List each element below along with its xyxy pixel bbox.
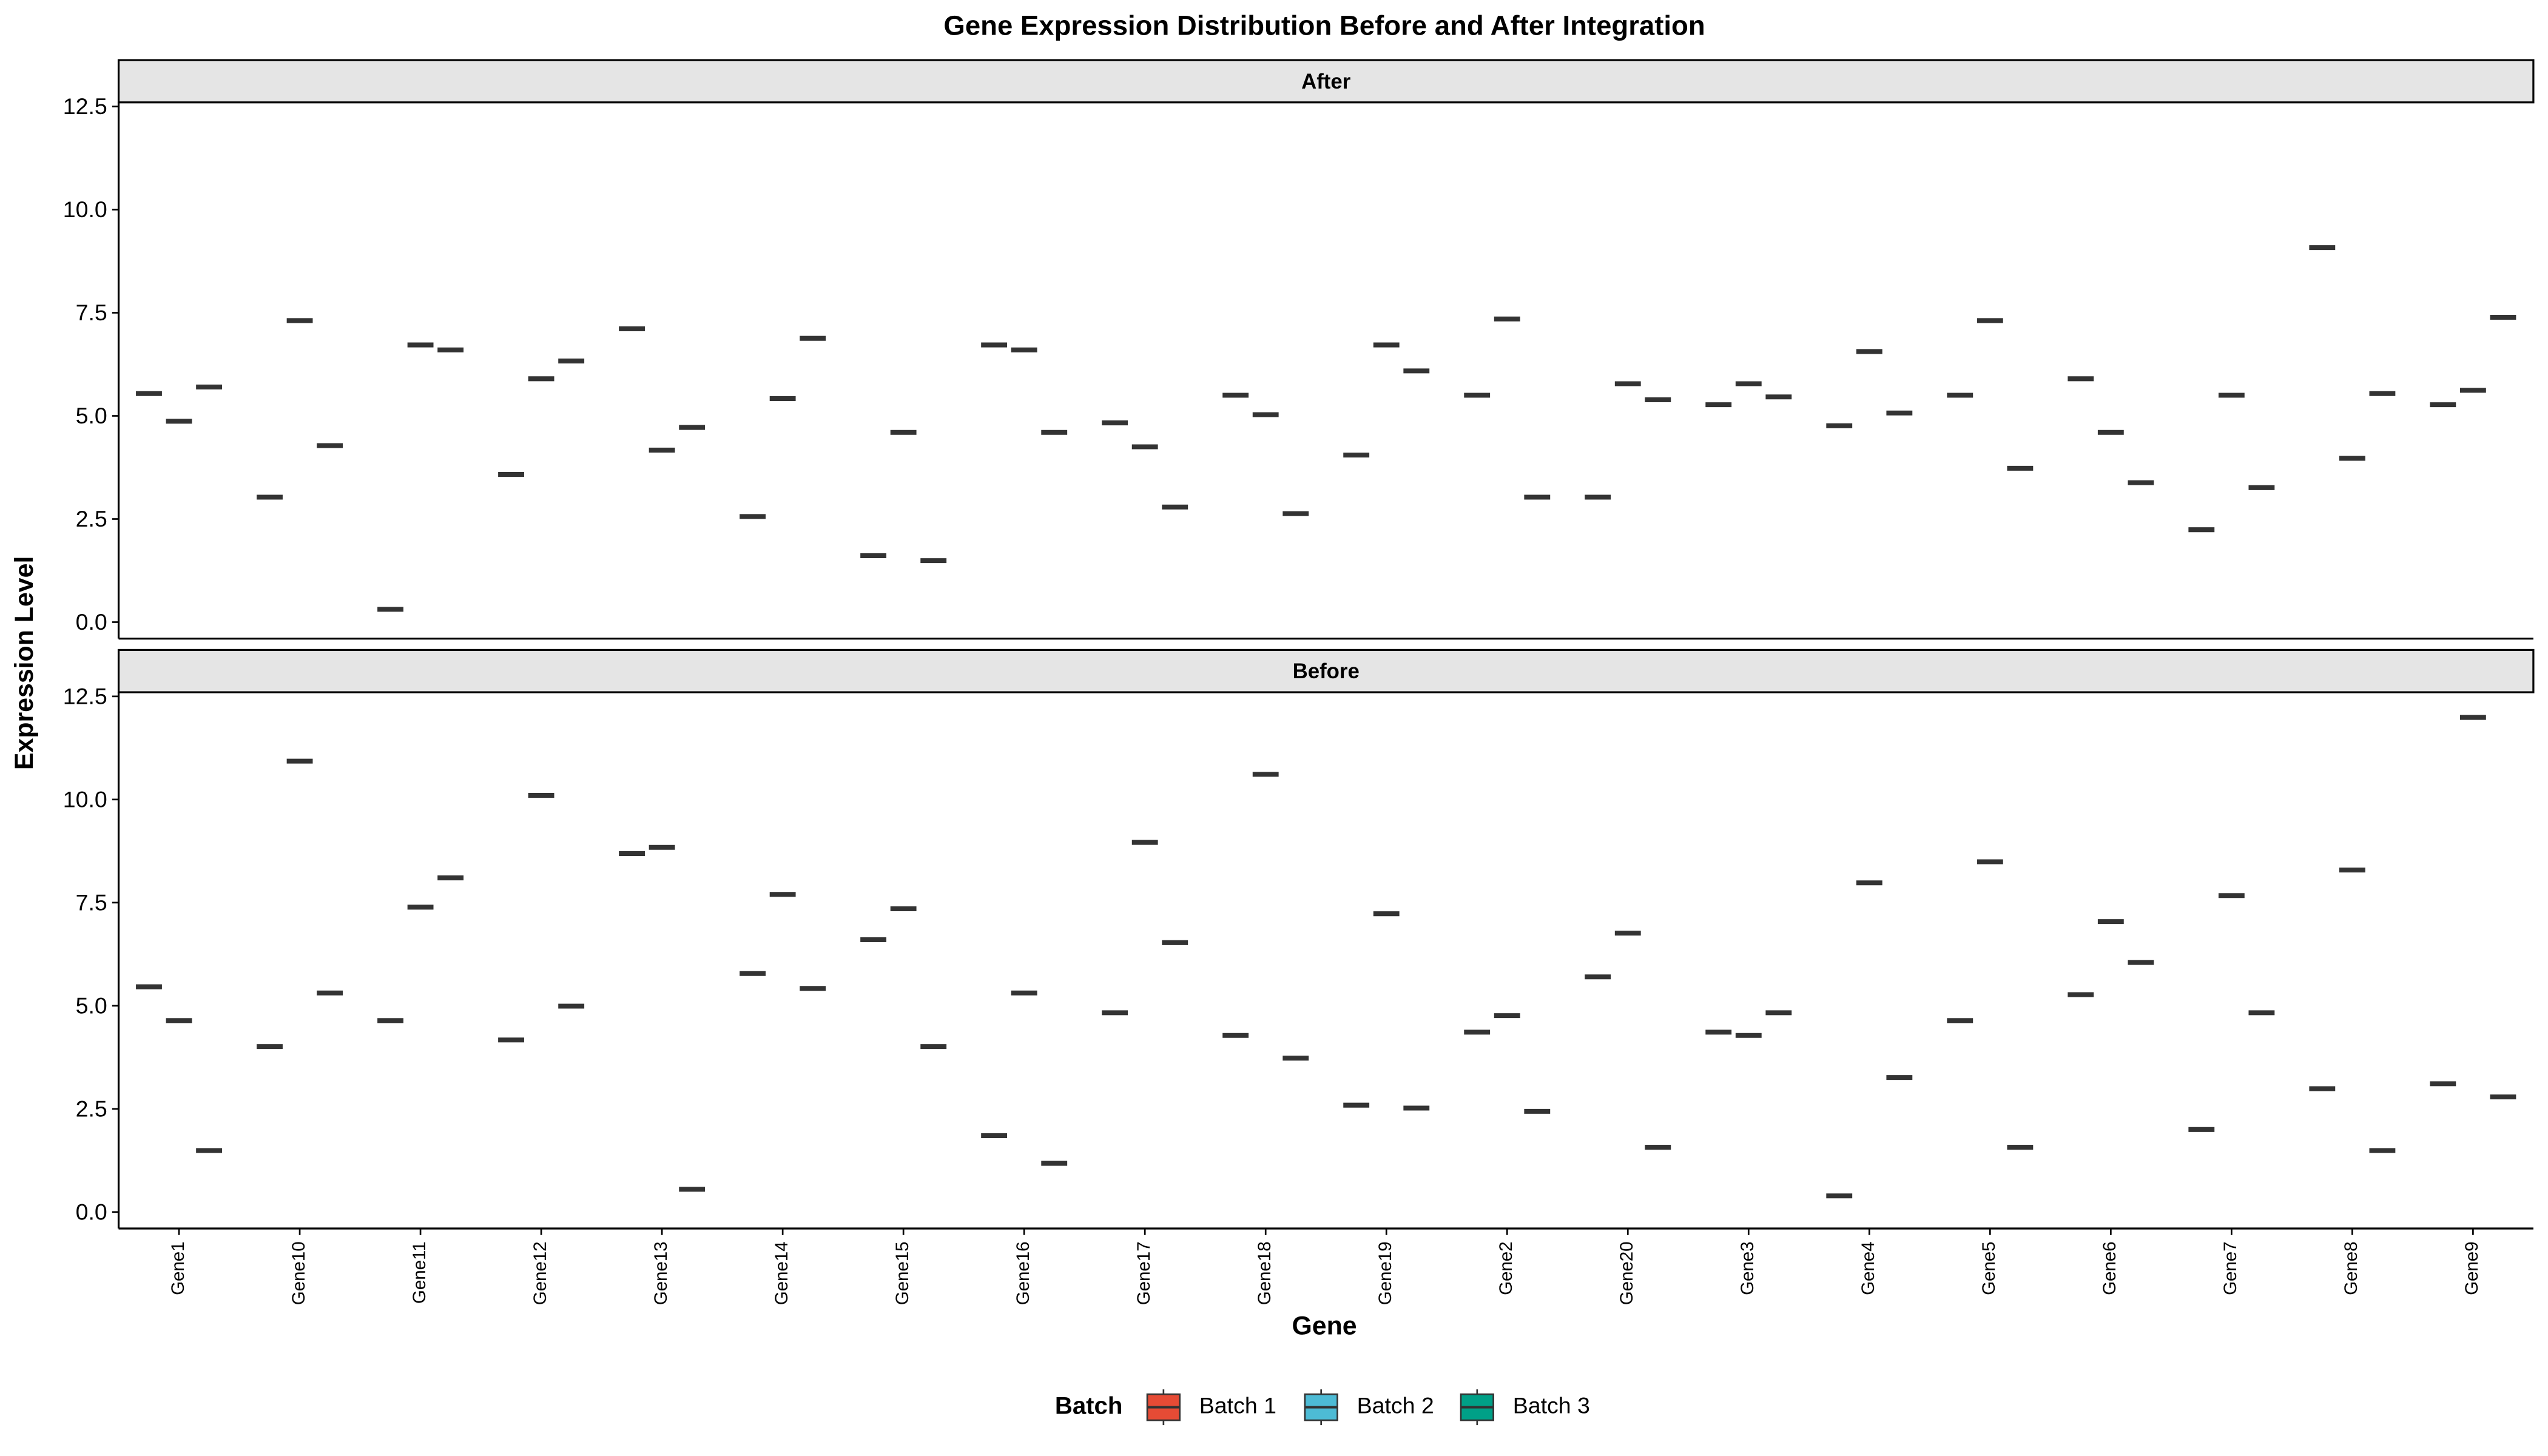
x-tick-label: Gene2 — [1496, 1241, 1516, 1295]
x-tick-label: Gene7 — [2220, 1241, 2240, 1295]
y-tick-label: 10.0 — [63, 786, 107, 812]
x-axis-title: Gene — [1292, 1312, 1357, 1341]
y-tick-label: 5.0 — [76, 403, 107, 428]
x-tick-label: Gene1 — [168, 1241, 188, 1295]
y-tick-label: 12.5 — [63, 93, 107, 119]
x-tick-label: Gene12 — [530, 1241, 550, 1305]
legend-label: Batch 1 — [1199, 1393, 1276, 1418]
y-axis-title: Expression Level — [10, 556, 39, 770]
x-tick-label: Gene20 — [1617, 1241, 1637, 1305]
legend-title: Batch — [1055, 1392, 1123, 1419]
x-tick-label: Gene4 — [1858, 1241, 1878, 1295]
x-tick-label: Gene10 — [289, 1241, 309, 1305]
x-tick-label: Gene17 — [1134, 1241, 1154, 1305]
y-tick-label: 7.5 — [76, 889, 107, 915]
y-tick-label: 2.5 — [76, 1096, 107, 1121]
y-tick-label: 5.0 — [76, 993, 107, 1018]
chart-title: Gene Expression Distribution Before and … — [943, 10, 1705, 41]
facet-label: Before — [1293, 659, 1360, 683]
facet-label: After — [1301, 70, 1351, 93]
y-tick-label: 2.5 — [76, 506, 107, 531]
x-tick-label: Gene8 — [2341, 1241, 2361, 1295]
facet-strip — [117, 649, 2535, 693]
legend-label: Batch 3 — [1513, 1393, 1590, 1418]
x-tick-label: Gene15 — [892, 1241, 912, 1305]
y-tick-label: 0.0 — [76, 609, 107, 635]
y-tick-label: 0.0 — [76, 1199, 107, 1224]
legend-label: Batch 2 — [1357, 1393, 1434, 1418]
facet-strip — [117, 59, 2535, 104]
y-tick-label: 7.5 — [76, 300, 107, 325]
y-tick-label: 12.5 — [63, 683, 107, 709]
x-tick-label: Gene18 — [1255, 1241, 1275, 1305]
x-tick-label: Gene19 — [1375, 1241, 1395, 1305]
y-tick-label: 10.0 — [63, 197, 107, 222]
x-tick-label: Gene16 — [1013, 1241, 1033, 1305]
x-tick-label: Gene6 — [2100, 1241, 2120, 1295]
x-tick-label: Gene11 — [410, 1241, 430, 1304]
x-tick-label: Gene9 — [2462, 1241, 2482, 1295]
x-tick-label: Gene5 — [1979, 1241, 1999, 1295]
x-tick-label: Gene14 — [772, 1241, 792, 1305]
x-tick-label: Gene13 — [651, 1241, 671, 1305]
x-tick-label: Gene3 — [1737, 1241, 1758, 1295]
